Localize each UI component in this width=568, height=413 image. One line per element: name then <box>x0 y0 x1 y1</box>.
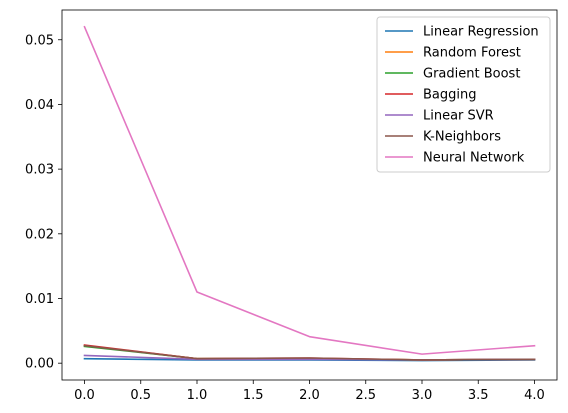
legend: Linear Regression Random Forest Gradient B… <box>376 16 551 173</box>
axes-frame <box>61 9 558 381</box>
x-tick-label: 0.5 <box>130 388 151 403</box>
x-tick-label: 4.0 <box>524 388 545 403</box>
ticks-layer: 0.0 0.5 1.0 1.5 2.0 2.5 3.0 3.5 4.0 0.00 0.01 0.02 0… <box>25 33 545 403</box>
legend-label: Neural Network <box>423 151 525 166</box>
series-line-k-neighbors <box>83 344 536 361</box>
legend-box <box>376 16 551 173</box>
x-tick-label: 1.5 <box>243 388 264 403</box>
plot-frame <box>61 9 558 381</box>
series-line-neural-network <box>83 25 536 355</box>
y-tick-label: 0.00 <box>25 357 54 372</box>
y-tick-label: 0.02 <box>25 227 54 242</box>
legend-label: K-Neighbors <box>423 130 501 145</box>
y-tick-label: 0.05 <box>25 33 54 48</box>
legend-label: Bagging <box>423 88 477 103</box>
y-tick-label: 0.01 <box>25 292 54 307</box>
legend-label: Gradient Boost <box>423 67 520 82</box>
x-tick-label: 3.0 <box>412 388 433 403</box>
legend-label: Random Forest <box>423 46 521 61</box>
x-tick-label: 2.0 <box>299 388 320 403</box>
legend-label: Linear SVR <box>423 109 494 124</box>
x-tick-label: 1.0 <box>187 388 208 403</box>
series-layer <box>83 25 536 362</box>
x-tick-label: 2.5 <box>355 388 376 403</box>
y-tick-label: 0.04 <box>25 98 54 113</box>
x-tick-label: 3.5 <box>468 388 489 403</box>
y-tick-label: 0.03 <box>25 163 54 178</box>
legend-label: Linear Regression <box>423 25 539 40</box>
x-tick-label: 0.0 <box>74 388 95 403</box>
